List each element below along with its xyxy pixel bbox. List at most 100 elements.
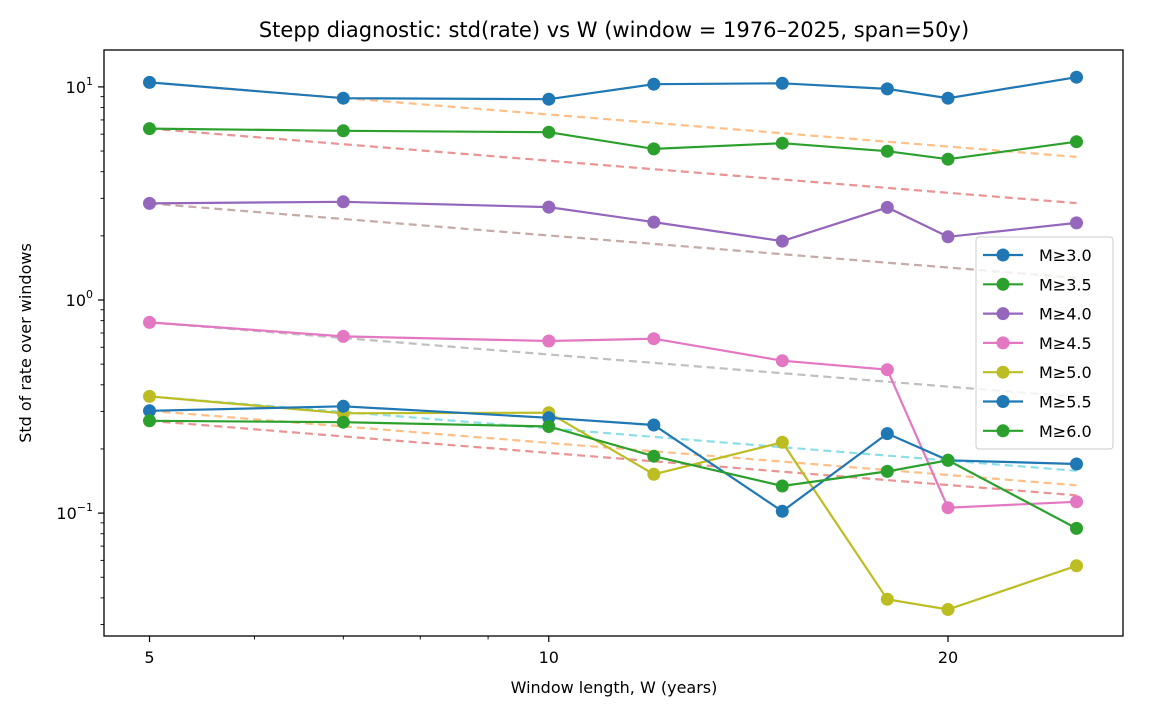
data-point [1070, 457, 1083, 471]
series [143, 195, 1083, 248]
legend-item: M≥3.5 [983, 275, 1092, 294]
y-tick-label: 10−1 [56, 501, 93, 523]
series-line [149, 127, 1077, 161]
x-tick-label: 10 [539, 648, 559, 667]
data-point [336, 195, 350, 209]
series-lines [143, 70, 1083, 616]
legend-item: M≥3.0 [983, 246, 1092, 265]
data-point [542, 420, 556, 433]
series [143, 389, 1083, 616]
reference-line [149, 419, 1077, 497]
data-point [1070, 135, 1083, 149]
legend-marker [996, 277, 1010, 291]
data-point [647, 142, 661, 156]
chart-title: Stepp diagnostic: std(rate) vs W (window… [259, 18, 969, 42]
x-tick-label: 5 [144, 648, 154, 667]
x-axis-label: Window length, W (years) [511, 678, 718, 697]
legend-marker [996, 248, 1010, 262]
data-point [143, 404, 156, 418]
reference-line [149, 127, 1077, 205]
data-point [941, 603, 955, 616]
legend-item: M≥6.0 [983, 422, 1092, 441]
data-point [775, 354, 789, 368]
data-point [1070, 495, 1083, 509]
legend-marker [996, 336, 1010, 350]
series [143, 315, 1083, 515]
data-point [542, 200, 556, 214]
reference-line [149, 395, 1077, 472]
data-point [775, 479, 789, 493]
data-point [647, 77, 661, 91]
data-point [775, 504, 789, 518]
data-point [336, 399, 350, 413]
legend-label: M≥5.0 [1039, 363, 1092, 382]
legend-label: M≥3.0 [1039, 246, 1092, 265]
data-point [1070, 559, 1083, 573]
legend-item: M≥5.0 [983, 363, 1092, 382]
data-point [143, 122, 156, 136]
y-axis: 101 100 10−1 [56, 75, 104, 625]
series [143, 122, 1083, 166]
y-tick-label: 100 [66, 288, 93, 310]
data-point [880, 427, 894, 441]
series-line [149, 76, 1077, 101]
y-tick-label: 101 [66, 75, 93, 97]
legend-item: M≥4.5 [983, 334, 1092, 353]
series-line [149, 200, 1077, 243]
data-point [143, 389, 156, 403]
reference-line [149, 409, 1077, 487]
legend-marker [996, 395, 1010, 408]
data-point [542, 334, 556, 348]
data-point [336, 91, 350, 105]
reference-lines [149, 81, 1077, 497]
x-axis: 5 10 20 [144, 636, 958, 667]
data-point [336, 415, 350, 429]
legend-marker [996, 365, 1010, 379]
data-point [647, 332, 661, 346]
legend-label: M≥4.0 [1039, 305, 1092, 324]
data-point [880, 82, 894, 96]
data-point [941, 501, 955, 515]
data-point [880, 592, 894, 606]
legend: M≥3.0 M≥3.5 M≥4.0 M≥4.5 M≥5.0 M≥5.5 M≥6.0 [975, 236, 1114, 450]
data-point [941, 453, 955, 467]
data-point [647, 418, 661, 432]
data-point [880, 200, 894, 214]
data-point [143, 414, 156, 428]
data-point [542, 92, 556, 106]
y-axis-label: Std of rate over windows [16, 243, 35, 443]
series-line [149, 419, 1078, 530]
legend-marker [996, 424, 1010, 438]
reference-line [149, 81, 1077, 158]
x-tick-label: 20 [938, 648, 958, 667]
legend-box [975, 236, 1114, 450]
plot-frame [103, 49, 1124, 637]
legend-label: M≥6.0 [1039, 422, 1092, 441]
legend-label: M≥3.5 [1039, 275, 1092, 294]
data-point [1070, 521, 1083, 535]
data-point [1070, 216, 1083, 230]
reference-line [149, 202, 1077, 279]
data-point [647, 215, 661, 229]
data-point [880, 144, 894, 158]
legend-label: M≥4.5 [1039, 334, 1092, 353]
data-point [880, 464, 894, 478]
data-point [775, 76, 789, 90]
data-point [880, 363, 894, 377]
data-point [647, 449, 661, 463]
legend-label: M≥5.5 [1039, 393, 1092, 412]
reference-line [149, 321, 1077, 398]
data-point [941, 230, 955, 244]
data-point [336, 124, 350, 138]
data-point [941, 91, 955, 105]
data-point [1070, 70, 1083, 84]
data-point [775, 136, 789, 150]
data-point [775, 234, 789, 248]
legend-marker [996, 307, 1010, 321]
data-point [336, 329, 350, 343]
legend-item: M≥5.5 [983, 393, 1092, 412]
series [143, 70, 1083, 106]
data-point [775, 435, 789, 449]
series-line [149, 321, 1077, 509]
